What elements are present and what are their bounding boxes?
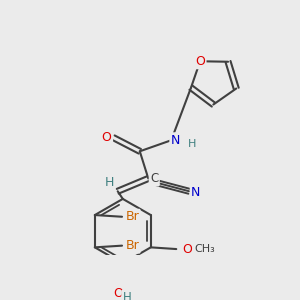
Text: H: H <box>104 176 114 189</box>
Text: Br: Br <box>125 239 139 252</box>
Text: H: H <box>188 139 196 148</box>
Text: C: C <box>150 172 158 185</box>
Text: O: O <box>102 131 112 144</box>
Text: O: O <box>195 55 205 68</box>
Text: O: O <box>182 242 192 256</box>
Text: O: O <box>114 287 124 300</box>
Text: N: N <box>191 186 201 200</box>
Text: N: N <box>171 134 180 147</box>
Text: Br: Br <box>125 210 139 223</box>
Text: H: H <box>123 291 131 300</box>
Text: CH₃: CH₃ <box>194 244 215 254</box>
